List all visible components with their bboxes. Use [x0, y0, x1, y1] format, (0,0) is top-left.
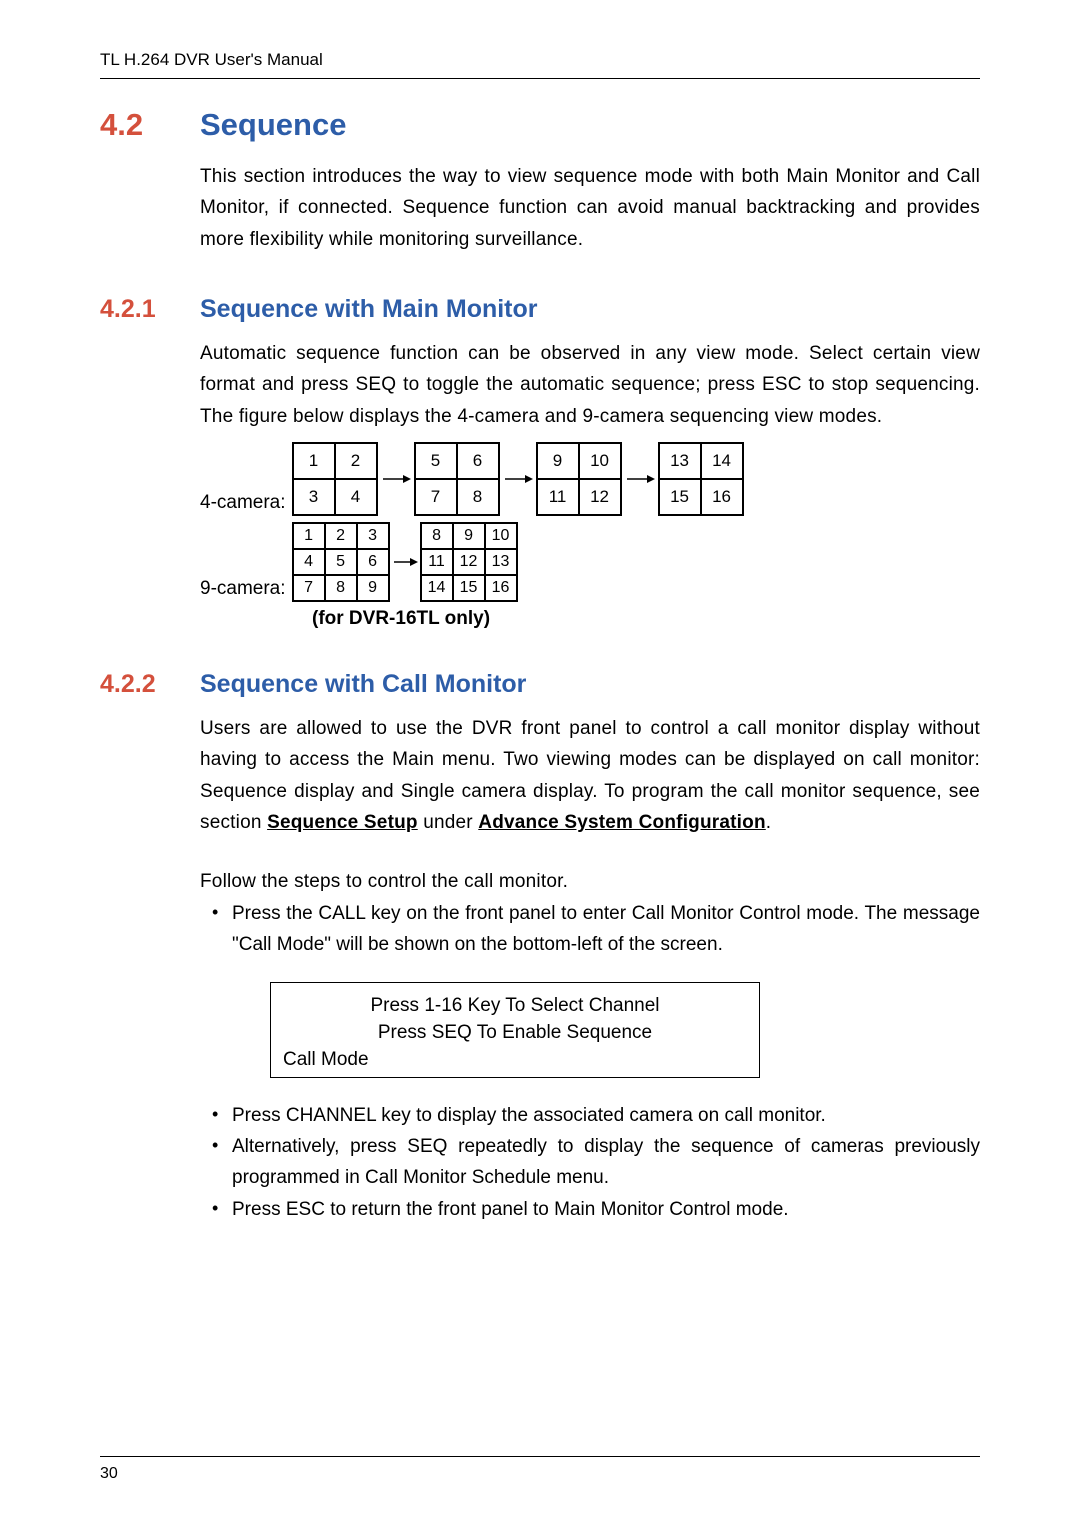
arrow-icon: [378, 461, 414, 497]
four-camera-label: 4-camera:: [200, 492, 286, 516]
grid-cell: 13: [659, 443, 701, 479]
grid-cell: 9: [357, 575, 389, 601]
subsection-2-title: Sequence with Call Monitor: [200, 670, 526, 699]
grid-cell: 6: [457, 443, 499, 479]
grid-cell: 15: [453, 575, 485, 601]
grid-9cam-1: 1 2 3 4 5 6 7 8 9: [292, 522, 390, 602]
grid-cell: 8: [457, 479, 499, 515]
header-title: TL H.264 DVR User's Manual: [100, 50, 323, 69]
grid-cell: 4: [293, 549, 325, 575]
nine-camera-label: 9-camera:: [200, 578, 286, 602]
sequence-setup-link: Sequence Setup: [267, 812, 418, 833]
grid-cell: 7: [415, 479, 457, 515]
grid-cell: 11: [421, 549, 453, 575]
list-item: Press ESC to return the front panel to M…: [200, 1194, 980, 1225]
subsection-2-number: 4.2.2: [100, 670, 200, 699]
grid-cell: 5: [325, 549, 357, 575]
grid-cell: 15: [659, 479, 701, 515]
subsection-2-heading: 4.2.2 Sequence with Call Monitor: [100, 670, 980, 699]
arrow-icon: [500, 461, 536, 497]
arrow-icon: [390, 549, 420, 575]
grid-cell: 13: [485, 549, 517, 575]
four-camera-row: 4-camera: 1 2 3 4 5 6 7 8 9 10 11 12: [200, 442, 980, 516]
list-item: Press CHANNEL key to display the associa…: [200, 1100, 980, 1131]
section-title: Sequence: [200, 107, 346, 143]
grid-cell: 4: [335, 479, 377, 515]
grid-cell: 9: [453, 523, 485, 549]
grid-9cam-2: 8 9 10 11 12 13 14 15 16: [420, 522, 518, 602]
section-heading: 4.2 Sequence: [100, 107, 980, 143]
grid-cell: 10: [579, 443, 621, 479]
grid-4cam-3: 9 10 11 12: [536, 442, 622, 516]
subsection-1-title: Sequence with Main Monitor: [200, 295, 538, 324]
box-line-2: Press SEQ To Enable Sequence: [283, 1020, 747, 1047]
list-item: Alternatively, press SEQ repeatedly to d…: [200, 1131, 980, 1194]
grid-cell: 3: [293, 479, 335, 515]
subsection-1-text: Automatic sequence function can be obser…: [200, 338, 980, 432]
grid-cell: 11: [537, 479, 579, 515]
page-footer: 30: [100, 1456, 980, 1483]
grid-cell: 5: [415, 443, 457, 479]
grid-cell: 16: [701, 479, 743, 515]
grid-4cam-4: 13 14 15 16: [658, 442, 744, 516]
subsection-2-text: Users are allowed to use the DVR front p…: [200, 713, 980, 838]
grid-cell: 6: [357, 549, 389, 575]
grid-cell: 2: [335, 443, 377, 479]
section-intro: This section introduces the way to view …: [200, 161, 980, 255]
grid-cell: 10: [485, 523, 517, 549]
grid-cell: 7: [293, 575, 325, 601]
subsection-1-heading: 4.2.1 Sequence with Main Monitor: [100, 295, 980, 324]
nine-camera-row: 9-camera: 1 2 3 4 5 6 7 8 9 8 9 10 11 12…: [200, 522, 980, 602]
section-number: 4.2: [100, 107, 200, 143]
grid-cell: 14: [701, 443, 743, 479]
grid-cell: 3: [357, 523, 389, 549]
arrow-icon: [622, 461, 658, 497]
grid-cell: 1: [293, 523, 325, 549]
text-fragment: under: [418, 812, 479, 833]
text-fragment: .: [766, 812, 771, 833]
page-header: TL H.264 DVR User's Manual: [100, 50, 980, 79]
grid-cell: 16: [485, 575, 517, 601]
grid-cell: 14: [421, 575, 453, 601]
grid-cell: 2: [325, 523, 357, 549]
box-line-1: Press 1-16 Key To Select Channel: [283, 993, 747, 1020]
grid-cell: 8: [325, 575, 357, 601]
grid-cell: 8: [421, 523, 453, 549]
advance-system-config-link: Advance System Configuration: [478, 812, 765, 833]
grid-cell: 12: [579, 479, 621, 515]
grid-cell: 12: [453, 549, 485, 575]
call-mode-box: Press 1-16 Key To Select Channel Press S…: [270, 982, 760, 1077]
steps-list-1: Press the CALL key on the front panel to…: [200, 898, 980, 961]
list-item: Press the CALL key on the front panel to…: [200, 898, 980, 961]
page-number: 30: [100, 1465, 118, 1482]
steps-list-2: Press CHANNEL key to display the associa…: [200, 1100, 980, 1225]
follow-steps-text: Follow the steps to control the call mon…: [200, 866, 980, 897]
sequence-diagram: 4-camera: 1 2 3 4 5 6 7 8 9 10 11 12: [200, 442, 980, 630]
call-mode-label: Call Mode: [283, 1049, 747, 1071]
grid-cell: 1: [293, 443, 335, 479]
diagram-caption: (for DVR-16TL only): [312, 608, 980, 630]
grid-cell: 9: [537, 443, 579, 479]
grid-4cam-1: 1 2 3 4: [292, 442, 378, 516]
subsection-1-number: 4.2.1: [100, 295, 200, 324]
grid-4cam-2: 5 6 7 8: [414, 442, 500, 516]
